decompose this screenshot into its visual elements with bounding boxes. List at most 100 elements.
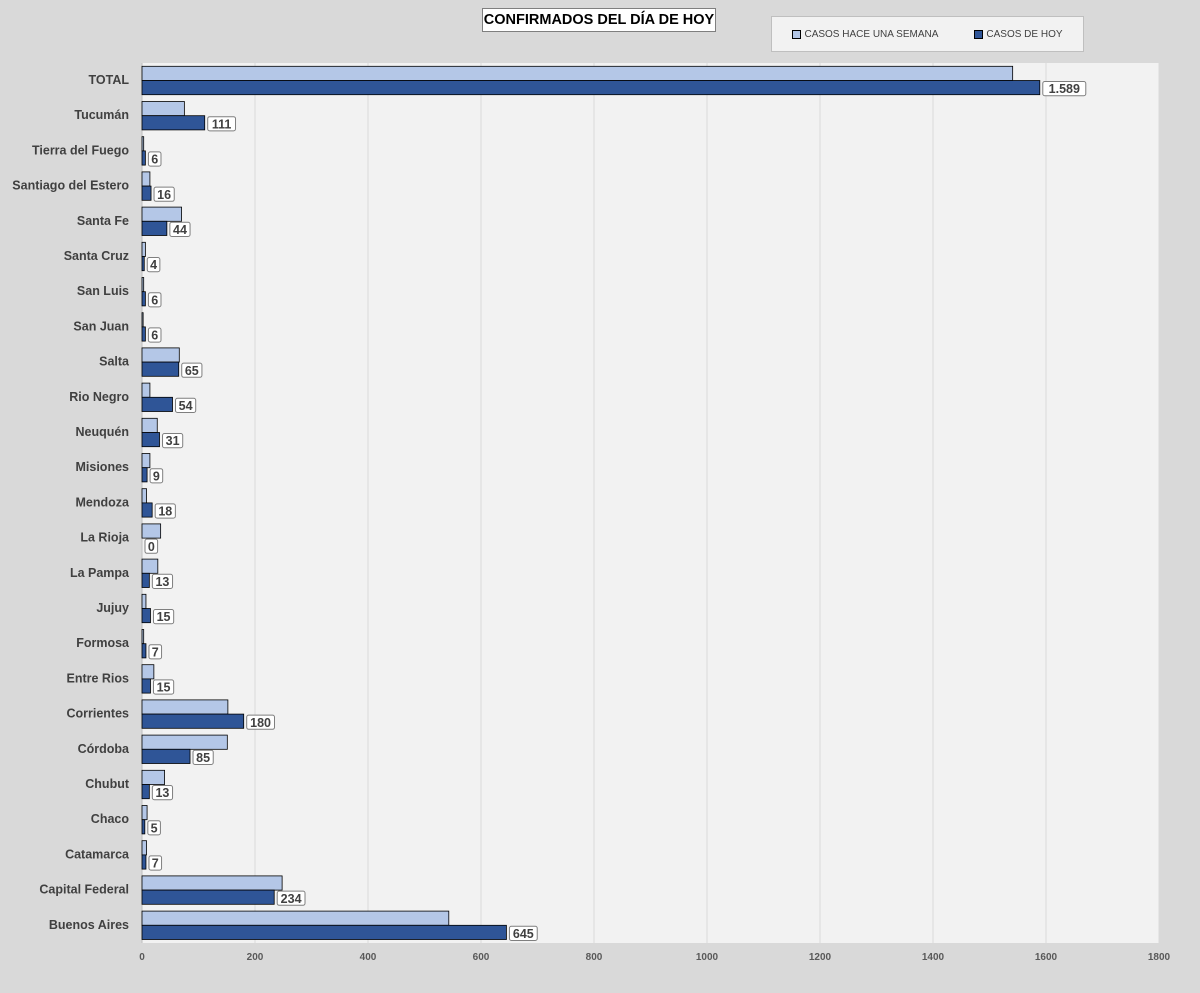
category-label: Tucumán <box>74 108 129 122</box>
category-labels: TOTAL Tucumán Tierra del Fuego Santiago del… <box>12 73 130 932</box>
data-label: 16 <box>157 188 171 202</box>
data-label-box <box>147 327 162 343</box>
category-label: Mendoza <box>76 495 131 509</box>
chart-title: CONFIRMADOS DEL DÍA DE HOY <box>482 8 716 32</box>
data-label: 645 <box>513 927 534 941</box>
data-label: 7 <box>152 857 159 871</box>
data-label-box <box>154 503 176 519</box>
data-label: 5 <box>151 821 158 835</box>
bar-week-ago <box>141 241 146 257</box>
bar-today <box>141 784 150 800</box>
data-label: 0 <box>148 540 155 554</box>
data-label-box <box>181 362 203 378</box>
data-label: 13 <box>155 786 169 800</box>
bar-today <box>141 291 146 307</box>
category-label: Entre Rios <box>66 671 129 685</box>
bars <box>141 65 1041 940</box>
data-label: 111 <box>212 117 232 131</box>
data-label-box <box>175 397 197 413</box>
category-label: Capital Federal <box>39 883 129 897</box>
x-tick-labels: 0 200 400 600 800 1000 1200 1400 1600 1800 <box>139 952 1170 963</box>
data-label: 15 <box>157 610 171 624</box>
category-label: Chaco <box>91 812 130 826</box>
data-label-box <box>162 433 184 449</box>
bar-week-ago <box>141 629 145 645</box>
legend-label-today: CASOS DE HOY <box>986 28 1063 40</box>
bar-today <box>141 819 146 835</box>
bar-week-ago <box>141 840 147 856</box>
data-label: 7 <box>152 645 159 659</box>
category-label: Neuquén <box>76 425 129 439</box>
bar-week-ago <box>141 65 1014 81</box>
data-label: 1.589 <box>1049 82 1080 96</box>
data-label: 15 <box>157 681 171 695</box>
bar-week-ago <box>141 734 228 750</box>
bar-today <box>141 889 275 905</box>
bar-today <box>141 150 146 166</box>
data-label: 13 <box>155 575 169 589</box>
bar-week-ago <box>141 699 229 715</box>
bar-week-ago <box>141 453 151 469</box>
legend: CASOS HACE UNA SEMANA CASOS DE HOY <box>771 16 1084 52</box>
data-label-box <box>147 292 162 308</box>
category-label: San Luis <box>77 284 129 298</box>
bar-today <box>141 713 245 729</box>
category-label: Rio Negro <box>69 390 129 404</box>
bar-today <box>141 748 191 764</box>
bar-today <box>141 115 206 131</box>
data-label: 4 <box>150 258 157 272</box>
data-labels: 1.58911161644466655431918013157151808513… <box>144 81 1087 941</box>
x-tick-label: 1800 <box>1148 952 1171 963</box>
bar-week-ago <box>141 488 147 504</box>
x-tick-label: 400 <box>360 952 377 963</box>
category-label: Santiago del Estero <box>12 179 129 193</box>
bar-today <box>141 361 180 377</box>
legend-swatch-week-ago <box>792 29 802 39</box>
category-label: Misiones <box>76 460 130 474</box>
data-label: 6 <box>151 329 158 343</box>
category-label: TOTAL <box>88 73 129 87</box>
data-label-box <box>207 116 237 132</box>
bar-today <box>141 185 152 201</box>
bar-week-ago <box>141 769 166 785</box>
bar-today <box>141 396 173 412</box>
category-label: Corrientes <box>66 707 129 721</box>
bar-today <box>141 572 150 588</box>
x-tick-label: 0 <box>139 952 145 963</box>
bar-week-ago <box>141 417 158 433</box>
legend-item-week-ago: CASOS HACE UNA SEMANA <box>792 29 938 40</box>
bar-week-ago <box>141 171 151 187</box>
bar-week-ago <box>141 206 182 222</box>
data-label: 31 <box>166 434 180 448</box>
category-label: Buenos Aires <box>49 918 129 932</box>
legend-swatch-today <box>974 29 984 39</box>
data-label-box <box>246 714 275 730</box>
x-tick-label: 1000 <box>696 952 719 963</box>
bar-week-ago <box>141 277 145 293</box>
category-label: Chubut <box>85 777 130 791</box>
data-label: 18 <box>158 505 172 519</box>
bar-today <box>141 256 145 272</box>
x-tick-label: 800 <box>586 952 603 963</box>
bar-week-ago <box>141 664 155 680</box>
category-label: La Rioja <box>80 531 130 545</box>
bar-week-ago <box>141 101 185 117</box>
data-label-box <box>151 573 174 589</box>
data-label: 65 <box>185 364 199 378</box>
bar-week-ago <box>141 523 162 539</box>
data-label-box <box>153 186 175 202</box>
category-label: Santa Cruz <box>64 249 129 263</box>
data-label: 6 <box>151 153 158 167</box>
bar-week-ago <box>141 312 144 328</box>
data-label: 180 <box>250 716 271 730</box>
x-tick-label: 200 <box>247 952 264 963</box>
category-label: Formosa <box>76 636 130 650</box>
bar-today <box>141 80 1041 96</box>
data-label-box <box>276 890 306 906</box>
data-label-box <box>152 679 175 695</box>
bar-today <box>141 678 151 694</box>
x-tick-label: 600 <box>473 952 490 963</box>
data-label: 9 <box>153 469 160 483</box>
x-tick-label: 1600 <box>1035 952 1058 963</box>
